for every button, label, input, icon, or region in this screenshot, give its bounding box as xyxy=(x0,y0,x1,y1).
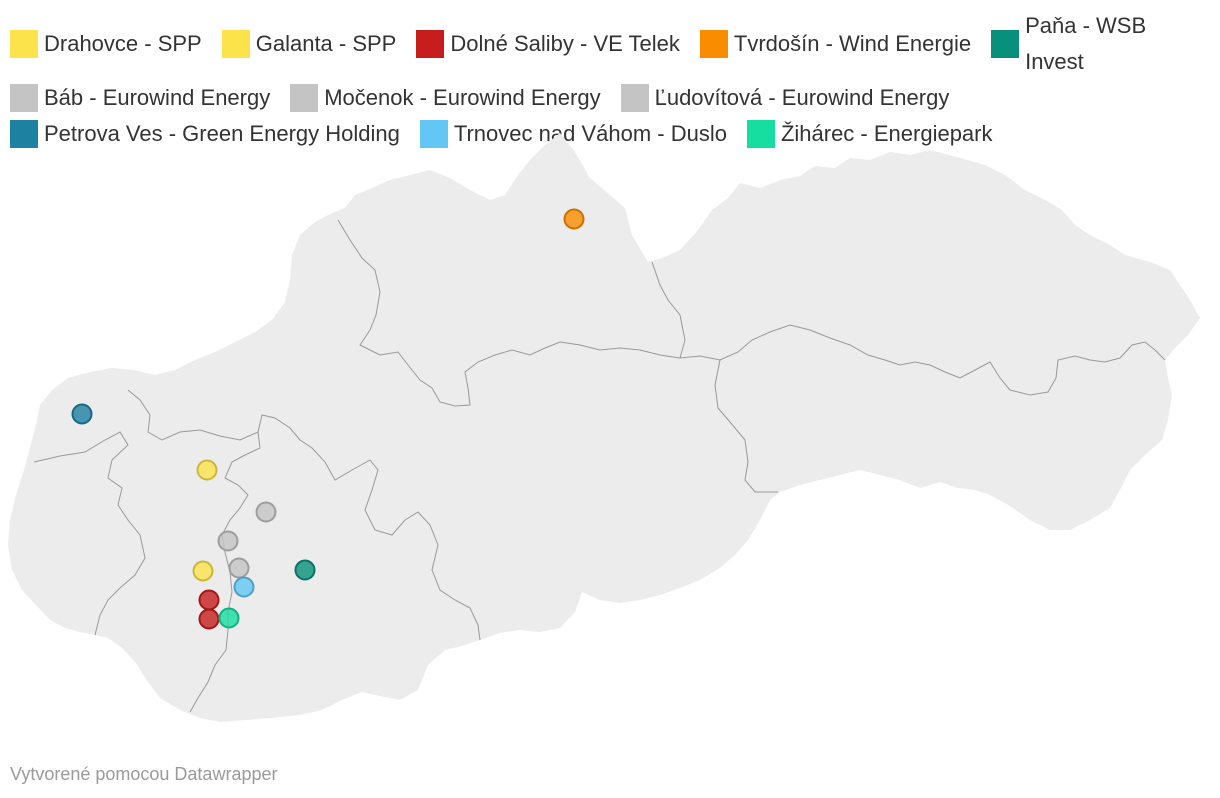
marker-drahovce[interactable] xyxy=(198,461,217,480)
marker-trnovec[interactable] xyxy=(235,578,254,597)
marker-dolne-saliby-2[interactable] xyxy=(200,610,219,629)
marker-ludovitova[interactable] xyxy=(257,503,276,522)
marker-pana[interactable] xyxy=(296,561,315,580)
datawrapper-credit: Vytvorené pomocou Datawrapper xyxy=(10,764,277,785)
slovakia-land xyxy=(8,133,1200,722)
marker-petrova-ves[interactable] xyxy=(73,405,92,424)
marker-ziharec[interactable] xyxy=(220,609,239,628)
marker-dolne-saliby-1[interactable] xyxy=(200,591,219,610)
marker-mocenok[interactable] xyxy=(230,559,249,578)
marker-bab[interactable] xyxy=(219,532,238,551)
marker-galanta[interactable] xyxy=(194,562,213,581)
marker-tvrdosin[interactable] xyxy=(565,210,584,229)
